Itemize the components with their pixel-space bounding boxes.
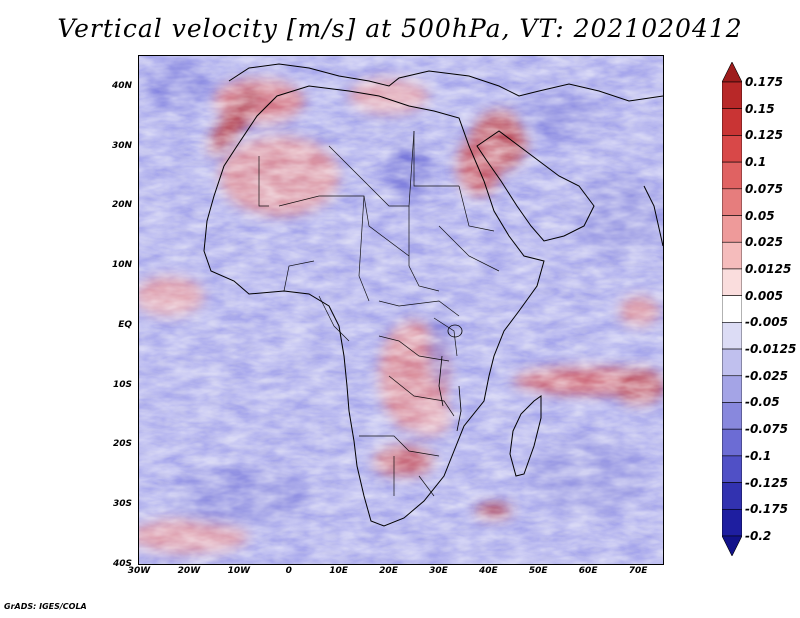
lakes	[438, 324, 463, 432]
y-tick-label: 20S	[112, 439, 132, 450]
colorbar-segment	[722, 508, 742, 537]
colorbar-segment	[722, 482, 742, 510]
colorbar-segment	[722, 268, 742, 296]
colorbar-level-label: -0.025	[745, 368, 788, 383]
y-tick-label: 10S	[112, 379, 132, 390]
colorbar-level-label: -0.175	[745, 502, 788, 517]
x-tick-label: 30W	[127, 566, 151, 576]
x-tick-label: 30E	[429, 566, 448, 576]
plot-title: Vertical velocity [m/s] at 500hPa, VT: 2…	[57, 14, 743, 43]
y-tick-label: 20N	[111, 200, 132, 211]
colorbar-segment	[722, 455, 742, 483]
colorbar-level-label: -0.075	[745, 422, 788, 437]
x-tick-label: 60E	[578, 566, 598, 576]
colorbar-level-label: 0.005	[745, 288, 783, 303]
colorbar-level-label: 0.075	[745, 181, 783, 196]
borders	[258, 130, 500, 497]
colorbar-segment	[722, 215, 742, 243]
y-tick-label: 30N	[111, 140, 132, 151]
coastlines	[203, 63, 663, 527]
map-field	[139, 56, 663, 564]
colorbar-level-label: 0.175	[745, 75, 783, 89]
colorbar-level-label: -0.2	[745, 529, 772, 543]
colorbar-level-label: -0.005	[745, 315, 788, 330]
x-tick-label: 20E	[379, 566, 398, 576]
colorbar-level-label: 0.025	[745, 235, 783, 250]
x-tick-label: 40E	[478, 566, 498, 576]
colorbar-segment	[722, 135, 742, 163]
colorbar-arrow-bottom	[722, 535, 742, 556]
colorbar-segment	[722, 322, 742, 350]
y-tick-label: 10N	[111, 260, 132, 271]
colorbar-segment	[722, 81, 742, 110]
y-tick-label: EQ	[118, 319, 132, 330]
map-panel	[138, 55, 664, 565]
colorbar-level-label: 0.1	[745, 155, 767, 170]
x-tick-label: 10W	[227, 566, 251, 576]
colorbar-level-label: 0.15	[745, 101, 775, 116]
colorbar-level-label: 0.125	[745, 128, 783, 143]
x-tick-label: 0	[285, 566, 292, 576]
colorbar-segment	[722, 241, 742, 270]
colorbar-segment	[722, 161, 742, 190]
y-tick-label: 40N	[111, 80, 132, 91]
colorbar-segment	[722, 188, 742, 216]
y-tick-label: 40S	[112, 559, 132, 569]
colorbar-segment	[722, 295, 742, 323]
colorbar-level-label: -0.125	[745, 475, 788, 490]
colorbar-segment	[722, 375, 742, 403]
x-tick-label: 10E	[329, 566, 348, 576]
colorbar-level-label: -0.1	[745, 448, 772, 463]
colorbar-arrow-top	[722, 62, 742, 83]
x-tick-label: 70E	[628, 566, 648, 576]
colorbar-level-label: 0.05	[745, 208, 775, 223]
colorbar-level-label: -0.05	[745, 395, 780, 410]
y-tick-label: 30S	[112, 499, 132, 510]
footer-credit: GrADS: IGES/COLA	[4, 602, 87, 611]
field-texture-white	[139, 56, 663, 564]
colorbar	[722, 62, 742, 556]
colorbar-segment	[722, 402, 742, 430]
colorbar-segment	[722, 108, 742, 136]
x-tick-label: 20W	[177, 566, 201, 576]
colorbar-segment	[722, 428, 742, 457]
colorbar-level-label: -0.0125	[745, 342, 797, 357]
x-tick-label: 50E	[528, 566, 548, 576]
colorbar-level-label: 0.0125	[745, 261, 792, 276]
colorbar-segment	[722, 348, 742, 377]
